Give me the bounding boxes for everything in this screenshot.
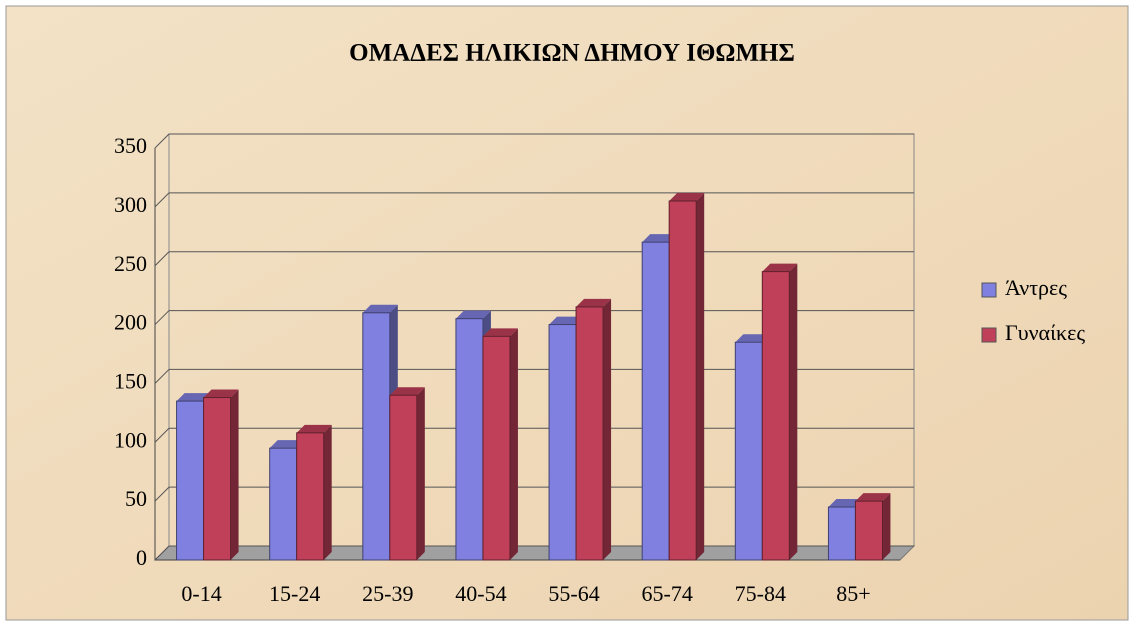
bar	[668, 200, 697, 561]
bar-side	[509, 328, 518, 560]
bar	[641, 241, 670, 561]
bar-side	[230, 389, 239, 560]
plot-floor	[153, 545, 916, 561]
bar-top	[828, 499, 864, 508]
x-tick-label: 75-84	[735, 581, 786, 606]
y-tick-label: 50	[125, 486, 147, 511]
legend-swatch	[981, 282, 997, 298]
grid-line	[154, 545, 170, 561]
bar	[203, 397, 232, 561]
bar	[827, 506, 856, 561]
bar	[176, 400, 205, 561]
x-tick-label: 65-74	[642, 581, 693, 606]
bar	[854, 500, 883, 561]
bar-side	[603, 298, 612, 560]
bar-top	[762, 263, 798, 272]
bar-top	[176, 393, 212, 402]
y-tick-label: 100	[114, 427, 147, 452]
bar	[548, 324, 577, 561]
legend-label: Γυναίκες	[1005, 320, 1085, 345]
bar-top	[549, 316, 585, 325]
y-tick-label: 350	[114, 133, 147, 158]
bar-side	[416, 387, 425, 560]
bar-top	[269, 440, 305, 449]
bar	[482, 335, 511, 561]
bar-top	[482, 328, 518, 337]
bar-top	[855, 493, 891, 502]
y-tick-label: 300	[114, 192, 147, 217]
y-tick-label: 200	[114, 310, 147, 335]
bar	[296, 432, 325, 561]
bar	[734, 341, 763, 561]
x-tick-label: 25-39	[362, 581, 413, 606]
x-tick-label: 15-24	[269, 581, 320, 606]
grid-line	[154, 251, 170, 267]
bar-top	[296, 424, 332, 433]
bar-side	[696, 192, 705, 560]
bar-side	[323, 424, 332, 560]
x-tick-label: 55-64	[548, 581, 599, 606]
bar-top	[362, 304, 398, 313]
y-tick-label: 150	[114, 368, 147, 393]
bar	[455, 318, 484, 561]
grid-line	[154, 310, 170, 325]
bar	[761, 271, 790, 561]
y-tick-label: 0	[136, 545, 147, 570]
chart-title: ΟΜΑΔΕΣ ΗΛΙΚΙΩΝ ΔΗΜΟΥ ΙΘΩΜΗΣ	[349, 40, 795, 67]
bar-side	[789, 263, 798, 560]
legend-swatch	[981, 327, 997, 343]
bar-top	[389, 387, 425, 396]
legend-label: Άντρες	[1005, 275, 1067, 300]
grid-line	[154, 192, 170, 208]
x-tick-label: 85+	[836, 581, 870, 606]
x-tick-label: 40-54	[455, 581, 506, 606]
grid-line	[154, 486, 170, 502]
bar-top	[669, 192, 705, 201]
bar	[269, 447, 298, 561]
bar-top	[642, 234, 678, 243]
bar	[575, 306, 604, 561]
bar-top	[576, 298, 612, 307]
grid-line	[154, 427, 170, 443]
bar-top	[203, 389, 239, 398]
x-tick-label: 0-14	[181, 581, 221, 606]
bar-top	[455, 310, 491, 319]
bar	[362, 312, 391, 561]
bar-top	[735, 334, 771, 343]
y-tick-label: 250	[114, 251, 147, 276]
grid-line	[154, 369, 170, 384]
bar-side	[882, 493, 891, 560]
grid-line	[154, 133, 170, 149]
bar	[389, 394, 418, 561]
